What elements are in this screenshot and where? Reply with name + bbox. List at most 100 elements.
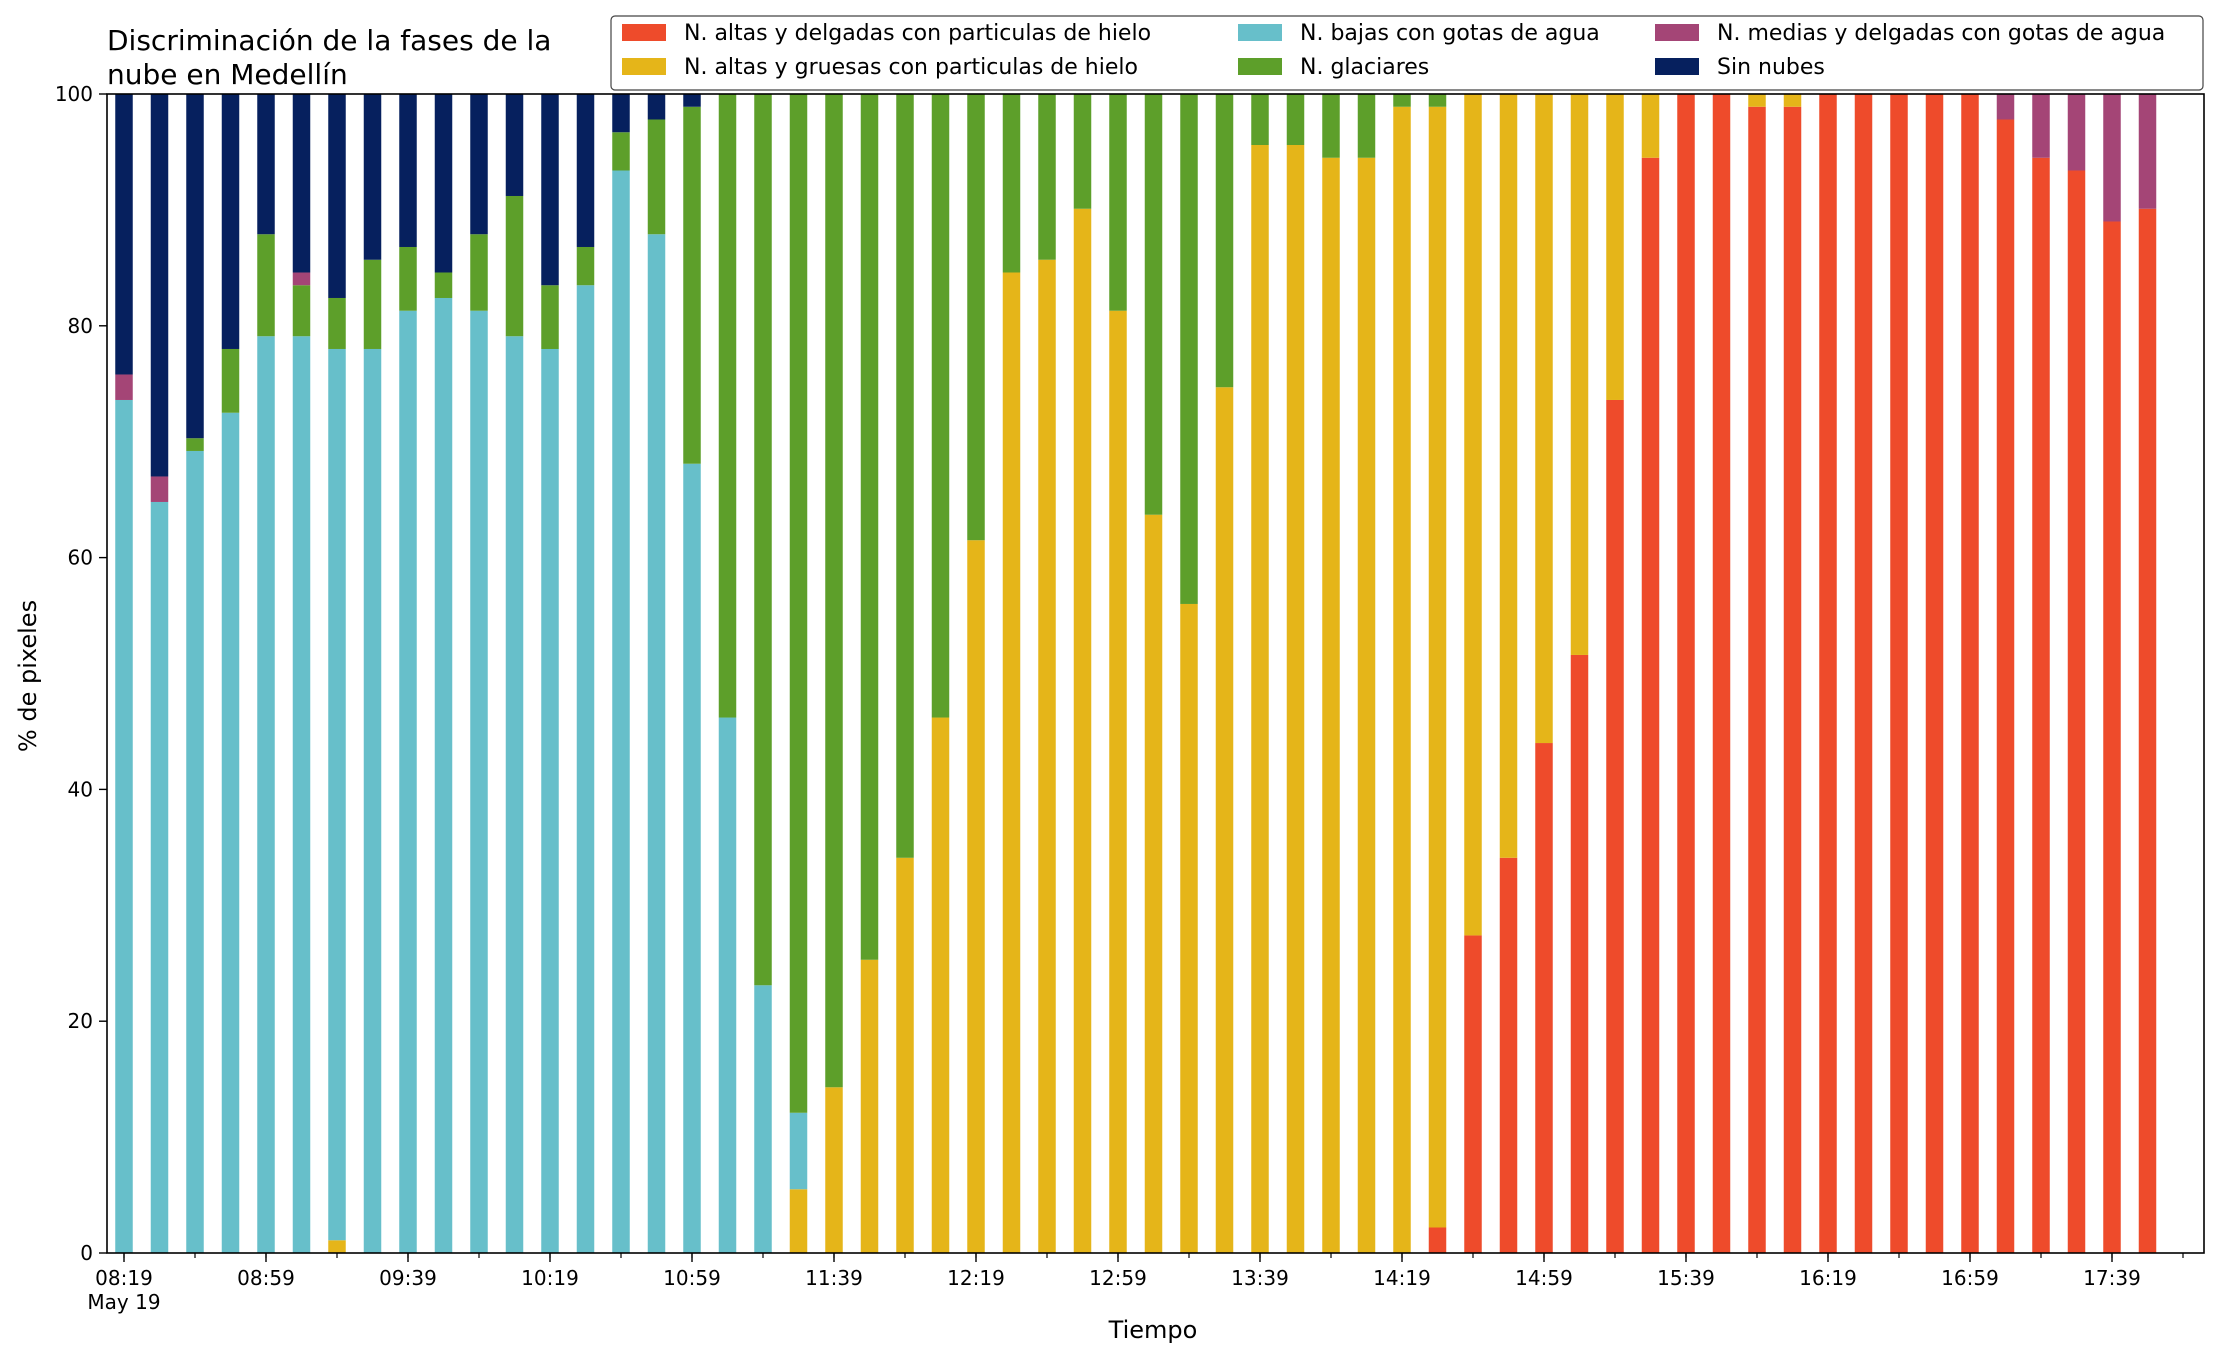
bar-segment [1428,106,1447,1228]
bar-segment [1109,310,1127,1254]
bar-segment [1428,94,1447,107]
bars-layer [115,94,2157,1254]
bar-segment [896,857,914,1253]
bar-segment [1783,106,1802,1253]
bar-segment [541,94,559,286]
bar-segment [1641,157,1660,1253]
bar-segment [470,94,488,235]
bar-segment [1499,857,1518,1253]
bar-segment [2138,208,2157,1254]
bar-segment [257,234,275,337]
bar-segment [434,272,453,298]
bar-segment [115,374,133,400]
x-tick-label: 13:39 [1231,1266,1289,1290]
bar-segment [1464,94,1482,936]
y-tick-label: 0 [80,1241,93,1265]
bar-segment [1499,94,1518,858]
x-tick-label: 09:39 [379,1266,437,1290]
bar-segment [1570,94,1589,655]
x-tick-label: 11:39 [805,1266,863,1290]
bar-segment [1180,94,1198,604]
legend: N. altas y delgadas con particulas de hi… [610,15,2204,91]
bar-segment [150,476,169,502]
bar-segment [1144,514,1163,1253]
bar-segment [647,234,666,1254]
bar-segment [1819,94,1837,1253]
y-tick-label: 80 [68,314,93,338]
bar-segment [612,94,630,133]
bar-segment [896,94,914,858]
bar-segment [860,94,879,960]
bar-segment [2103,94,2121,222]
bar-segment [1925,94,1944,1253]
x-tick-label: 08:19 [95,1266,153,1290]
legend-label: N. bajas con gotas de agua [1300,21,1600,46]
bar-segment [257,94,275,235]
legend-swatch [1238,58,1282,75]
bar-segment [1215,94,1234,388]
x-tick-label: 10:59 [663,1266,721,1290]
bar-segment [683,463,701,1254]
bar-segment [115,399,133,1254]
bar-segment [1854,94,1873,1253]
bar-segment [1748,106,1766,1253]
bar-segment [328,1240,346,1253]
bar-segment [292,336,311,1254]
bar-segment [505,336,524,1254]
legend-swatch [1238,24,1282,41]
bar-segment [1464,935,1482,1253]
chart-title-line-1: Discriminación de la fases de la [107,24,551,57]
bar-segment [434,297,453,1254]
bar-segment [328,348,346,1241]
bar-segment [683,94,701,107]
x-tick-label: 16:19 [1799,1266,1857,1290]
x-tick-label: 15:39 [1657,1266,1715,1290]
bar-segment [470,310,488,1254]
x-tick-label: 16:59 [1941,1266,1999,1290]
bar-segment [434,94,453,273]
bar-segment [647,94,666,120]
y-tick-label: 20 [68,1009,93,1033]
bar-segment [2032,157,2050,1253]
bar-segment [2032,94,2050,158]
bar-segment [754,94,772,986]
bar-segment [1712,94,1731,1253]
bar-segment [292,285,311,337]
bar-segment [363,348,382,1254]
y-tick-label: 100 [55,82,93,106]
bar-segment [967,94,985,541]
bar-segment [967,540,985,1253]
x-tick-label: 10:19 [521,1266,579,1290]
bar-segment [789,1112,808,1190]
bar-segment [612,132,630,171]
x-tick-label: 17:39 [2083,1266,2141,1290]
legend-label: Sin nubes [1717,55,1825,80]
bar-segment [221,412,240,1254]
bar-segment [1144,94,1163,515]
bar-segment [328,94,346,298]
bar-segment [1996,119,2015,1253]
bar-segment [1215,387,1234,1254]
bar-segment [612,170,630,1254]
bar-segment [1393,94,1411,107]
bar-segment [931,717,950,1253]
bar-segment [576,285,595,1253]
bar-segment [186,438,204,451]
bar-segment [505,195,524,337]
bar-segment [399,310,417,1254]
bar-segment [2103,221,2121,1254]
x-tick-label: 14:59 [1515,1266,1573,1290]
axes-layer: 0 20 40 60 80 100 08:19 08:59 09:39 10:19 10:59 11:… [55,82,2205,1314]
bar-segment [1996,94,2015,120]
bar-segment [683,106,701,464]
bar-segment [328,297,346,349]
bar-segment [647,119,666,235]
legend-label: N. medias y delgadas con gotas de agua [1717,21,2165,46]
bar-segment [860,959,879,1253]
x-tick-label: 08:59 [237,1266,295,1290]
x-axis-label: Tiempo [1108,1316,1198,1344]
bar-segment [1535,94,1553,744]
bar-segment [789,94,808,1113]
bar-segment [1073,208,1092,1254]
